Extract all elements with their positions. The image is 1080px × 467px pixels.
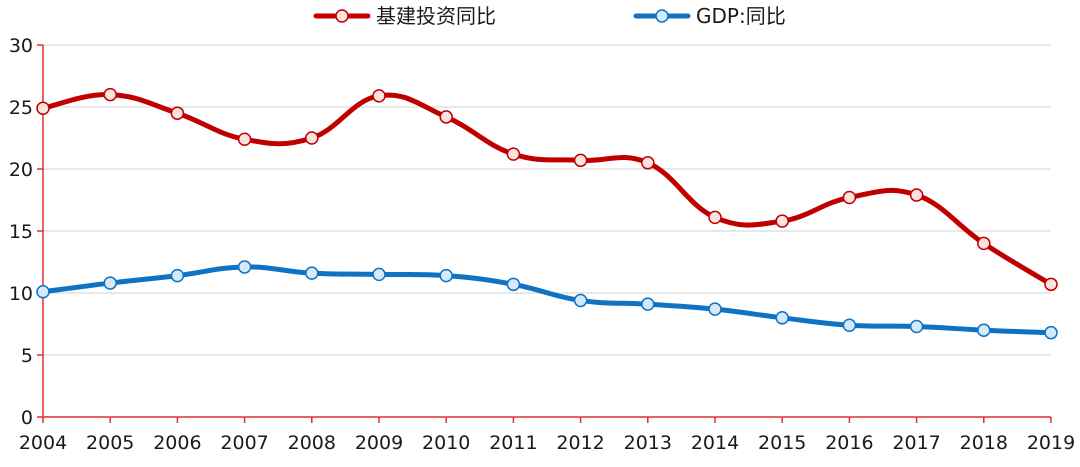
data-point-s1-2010 <box>439 268 453 283</box>
data-point-s0-2011 <box>506 147 521 161</box>
x-tick-label: 2012 <box>556 432 604 454</box>
legend-label: GDP:同比 <box>696 4 786 28</box>
series-markers <box>36 87 1058 340</box>
data-point-s0-2004 <box>36 101 50 115</box>
data-point-s0-2008 <box>305 131 319 145</box>
x-tick-label: 2005 <box>86 432 134 454</box>
x-tick-label: 2011 <box>489 432 537 454</box>
tick-labels: 0 5 10 15 20 25 30 2004 2005 2006 2007 2008 2009 2010… <box>9 35 1075 454</box>
data-point-s1-2013 <box>641 297 655 311</box>
x-tick-label: 2008 <box>288 432 336 454</box>
y-tick-label: 25 <box>9 97 33 119</box>
x-tick-label: 2019 <box>1027 432 1075 454</box>
x-tick-label: 2009 <box>355 432 403 454</box>
gridlines <box>43 44 1051 356</box>
data-point-s0-2005 <box>103 87 117 102</box>
x-tick-label: 2013 <box>624 432 672 454</box>
data-point-s0-2013 <box>641 156 655 170</box>
data-point-s1-2015 <box>775 311 789 325</box>
data-point-s1-2008 <box>305 266 319 280</box>
data-point-s0-2019 <box>1044 277 1058 292</box>
data-point-s0-2018 <box>977 236 991 251</box>
x-tick-label: 2018 <box>960 432 1008 454</box>
legend-item-0: 基建投资同比 <box>313 4 496 28</box>
y-tick-label: 0 <box>21 407 33 429</box>
y-tick-label: 5 <box>21 345 33 367</box>
x-tick-label: 2017 <box>892 432 940 454</box>
data-point-s1-2006 <box>170 268 185 283</box>
data-point-s1-2005 <box>103 276 117 290</box>
legend-swatch-marker <box>655 9 669 23</box>
axes <box>37 44 1052 423</box>
x-tick-label: 2016 <box>825 432 873 454</box>
series-line-0 <box>40 92 1054 287</box>
legend-swatch-marker <box>335 9 349 23</box>
x-tick-label: 2006 <box>153 432 201 454</box>
data-point-s0-2010 <box>439 110 453 124</box>
data-point-s0-2006 <box>170 106 185 120</box>
series-lines <box>40 92 1054 336</box>
series-line-1 <box>40 264 1054 336</box>
data-point-s1-2011 <box>506 277 521 292</box>
data-point-s0-2016 <box>842 190 857 205</box>
data-point-s1-2016 <box>842 318 857 332</box>
data-point-s0-2007 <box>237 132 252 146</box>
legend-label: 基建投资同比 <box>376 4 496 28</box>
data-point-s1-2014 <box>708 302 722 316</box>
data-point-s0-2009 <box>372 89 386 103</box>
x-tick-label: 2015 <box>758 432 806 454</box>
y-tick-label: 10 <box>9 283 33 305</box>
data-point-s1-2019 <box>1044 325 1058 340</box>
legend: 基建投资同比 GDP:同比 <box>313 4 786 28</box>
y-tick-label: 30 <box>9 35 33 57</box>
data-point-s1-2012 <box>573 293 588 308</box>
legend-item-1: GDP:同比 <box>633 4 786 28</box>
y-tick-label: 15 <box>9 221 33 243</box>
data-point-s1-2017 <box>909 319 924 334</box>
x-tick-label: 2014 <box>691 432 739 454</box>
data-point-s0-2012 <box>573 153 588 168</box>
x-tick-label: 2007 <box>220 432 268 454</box>
data-point-s0-2015 <box>775 214 789 228</box>
data-point-s0-2017 <box>909 188 924 202</box>
data-point-s0-2014 <box>708 210 722 225</box>
data-point-s1-2009 <box>372 267 386 282</box>
x-tick-label: 2004 <box>19 432 67 454</box>
y-tick-label: 20 <box>9 159 33 181</box>
data-point-s1-2007 <box>237 260 252 274</box>
data-point-s1-2018 <box>977 323 991 337</box>
x-tick-label: 2010 <box>422 432 470 454</box>
data-point-s1-2004 <box>36 285 50 299</box>
